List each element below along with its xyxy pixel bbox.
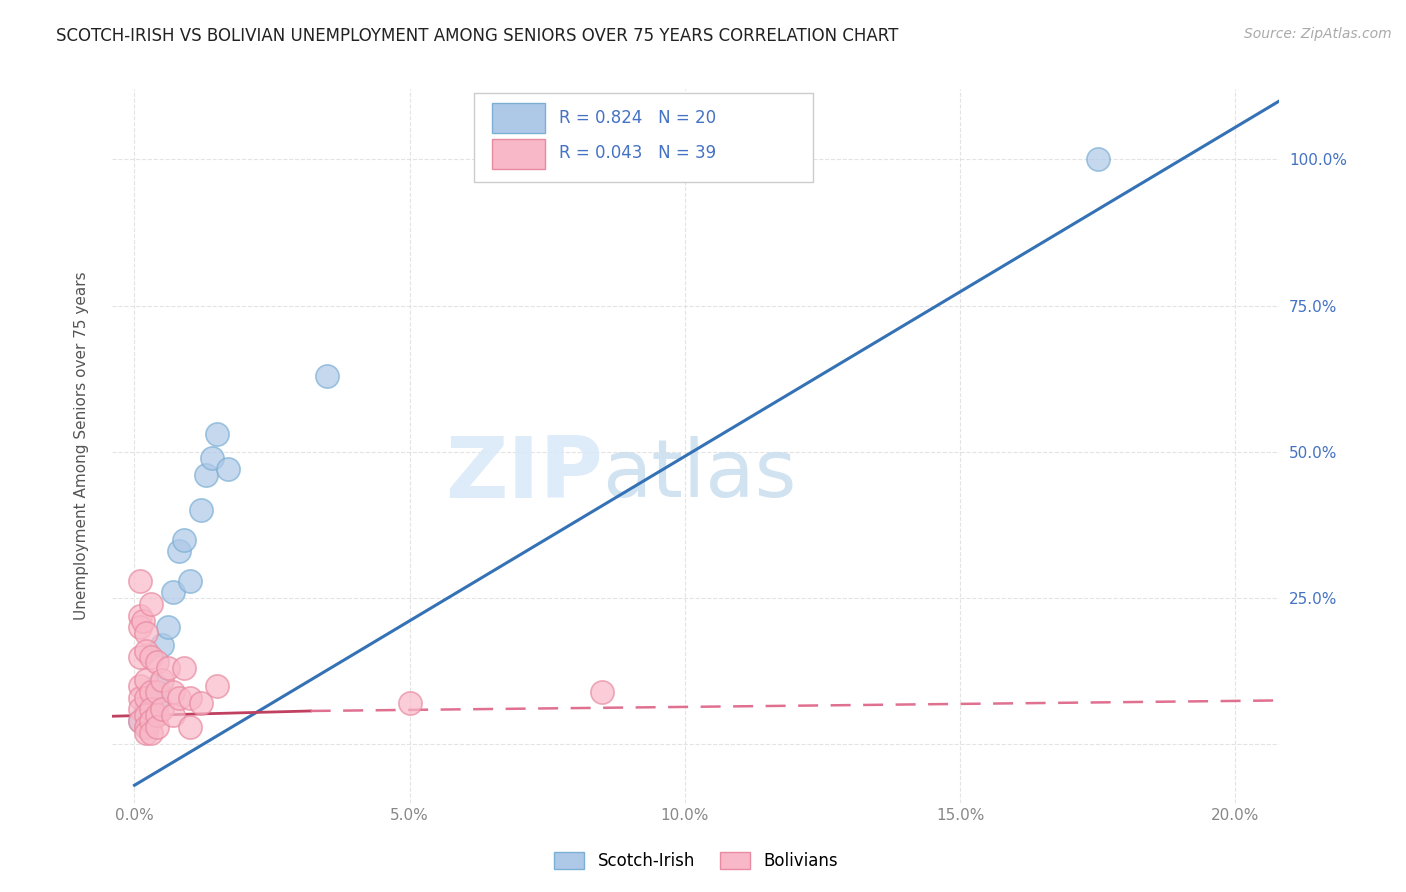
Point xyxy=(398,697,420,711)
Point xyxy=(316,368,339,383)
Point xyxy=(129,620,152,634)
Point xyxy=(145,656,167,670)
Text: ZIP: ZIP xyxy=(444,433,603,516)
Point xyxy=(591,684,613,698)
Point xyxy=(139,597,162,611)
Point xyxy=(156,620,179,634)
Point xyxy=(205,679,228,693)
Point xyxy=(195,468,218,483)
Point xyxy=(179,690,201,705)
Point xyxy=(134,626,156,640)
Point xyxy=(167,544,190,558)
Point xyxy=(139,649,162,664)
Point xyxy=(132,615,155,629)
Point xyxy=(150,702,173,716)
Point xyxy=(129,649,152,664)
Point xyxy=(129,702,152,716)
Text: atlas: atlas xyxy=(603,435,797,514)
Point xyxy=(179,574,201,588)
Point xyxy=(167,690,190,705)
Point xyxy=(139,714,162,728)
Y-axis label: Unemployment Among Seniors over 75 years: Unemployment Among Seniors over 75 years xyxy=(75,272,89,620)
Point xyxy=(150,638,173,652)
Point xyxy=(129,714,152,728)
Point xyxy=(145,684,167,698)
Point xyxy=(134,702,156,716)
Point xyxy=(134,690,156,705)
Point xyxy=(134,725,156,739)
Point xyxy=(139,725,162,739)
Point xyxy=(179,720,201,734)
Point xyxy=(139,697,162,711)
Point xyxy=(139,702,162,716)
Point xyxy=(129,690,152,705)
Text: R = 0.824   N = 20: R = 0.824 N = 20 xyxy=(560,109,717,127)
Point xyxy=(162,585,184,599)
Text: Source: ZipAtlas.com: Source: ZipAtlas.com xyxy=(1244,27,1392,41)
Point xyxy=(139,708,162,723)
FancyBboxPatch shape xyxy=(492,139,546,169)
Point xyxy=(145,679,167,693)
Point xyxy=(129,714,152,728)
Point xyxy=(139,684,162,698)
Point xyxy=(190,503,212,517)
Point xyxy=(162,708,184,723)
Point xyxy=(1087,153,1109,167)
Point xyxy=(129,679,152,693)
Point xyxy=(150,673,173,687)
Point xyxy=(145,697,167,711)
Legend: Scotch-Irish, Bolivians: Scotch-Irish, Bolivians xyxy=(547,845,845,877)
Text: SCOTCH-IRISH VS BOLIVIAN UNEMPLOYMENT AMONG SENIORS OVER 75 YEARS CORRELATION CH: SCOTCH-IRISH VS BOLIVIAN UNEMPLOYMENT AM… xyxy=(56,27,898,45)
Point xyxy=(205,427,228,442)
Point xyxy=(145,720,167,734)
Point xyxy=(134,673,156,687)
FancyBboxPatch shape xyxy=(474,93,813,182)
Text: R = 0.043   N = 39: R = 0.043 N = 39 xyxy=(560,145,717,162)
Point xyxy=(134,720,156,734)
Point xyxy=(129,574,152,588)
Point xyxy=(134,708,156,723)
Point xyxy=(156,661,179,675)
Point xyxy=(145,708,167,723)
Point xyxy=(173,661,195,675)
Point xyxy=(134,644,156,658)
FancyBboxPatch shape xyxy=(492,103,546,134)
Point xyxy=(217,462,239,476)
Point xyxy=(173,533,195,547)
Point xyxy=(134,720,156,734)
Point xyxy=(162,684,184,698)
Point xyxy=(190,697,212,711)
Point xyxy=(200,450,222,465)
Point xyxy=(129,608,152,623)
